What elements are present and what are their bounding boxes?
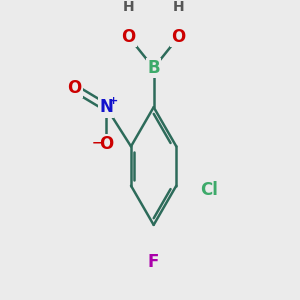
Text: N: N	[99, 98, 113, 116]
Text: O: O	[122, 28, 136, 46]
Text: O: O	[172, 28, 186, 46]
Text: F: F	[148, 253, 159, 271]
Text: −: −	[91, 136, 102, 149]
Text: +: +	[109, 96, 118, 106]
Text: O: O	[67, 79, 82, 97]
Text: Cl: Cl	[200, 181, 218, 199]
Text: B: B	[147, 59, 160, 77]
Text: H: H	[123, 0, 134, 14]
Text: O: O	[99, 135, 113, 153]
Text: H: H	[173, 0, 184, 14]
